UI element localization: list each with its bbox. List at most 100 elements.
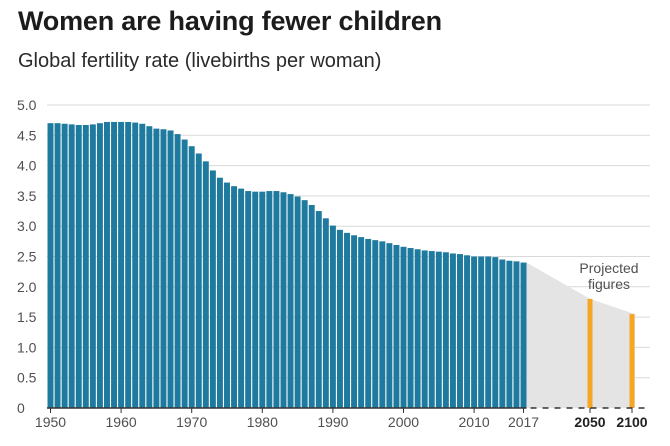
- y-tick-label: 1.5: [17, 309, 37, 325]
- historical-bar: [104, 121, 110, 408]
- historical-bar: [485, 256, 492, 408]
- historical-bar: [471, 256, 478, 408]
- historical-bar: [202, 161, 209, 408]
- historical-bar: [372, 240, 379, 408]
- historical-bar: [499, 259, 506, 408]
- projected-annotation-line: Projected: [579, 260, 638, 276]
- x-tick-label: 2000: [388, 414, 419, 430]
- chart-title: Women are having fewer children: [18, 6, 442, 36]
- historical-bar: [273, 191, 280, 408]
- x-tick-label: 1980: [247, 414, 278, 430]
- historical-bar: [421, 250, 428, 408]
- historical-bar: [181, 139, 188, 409]
- x-tick-label-projected: 2100: [616, 414, 647, 430]
- historical-bar: [188, 146, 195, 408]
- historical-bar: [68, 124, 75, 408]
- historical-bar: [358, 237, 365, 408]
- historical-bar: [160, 129, 167, 409]
- historical-bar: [96, 123, 103, 409]
- x-tick-label: 1970: [176, 414, 207, 430]
- historical-bar: [174, 134, 181, 408]
- projected-bars: [587, 298, 635, 408]
- historical-bars: [47, 121, 527, 409]
- historical-bar: [294, 196, 301, 408]
- historical-bar: [513, 261, 520, 408]
- historical-bar: [400, 246, 407, 408]
- historical-bar: [329, 225, 336, 408]
- y-tick-label: 3.5: [17, 188, 37, 204]
- historical-bar: [520, 262, 527, 408]
- historical-bar: [139, 123, 146, 408]
- historical-bar: [195, 153, 202, 408]
- y-tick-label: 5.0: [17, 97, 37, 113]
- historical-bar: [464, 255, 471, 408]
- y-tick-label: 4.0: [17, 158, 37, 174]
- historical-bar: [224, 182, 230, 408]
- historical-bar: [308, 204, 315, 408]
- historical-bar: [478, 256, 485, 408]
- historical-bar: [386, 243, 393, 408]
- historical-bar: [118, 121, 125, 408]
- historical-bar: [365, 238, 372, 408]
- y-tick-label: 1.0: [17, 339, 37, 355]
- x-tick-label: 1990: [317, 414, 348, 430]
- historical-bar: [344, 232, 350, 408]
- x-tick-label: 1960: [106, 414, 137, 430]
- historical-bar: [492, 257, 499, 408]
- y-tick-label: 4.5: [17, 127, 37, 143]
- historical-bar: [442, 252, 449, 408]
- historical-bar: [153, 128, 160, 408]
- historical-bar: [351, 235, 358, 408]
- historical-bar: [231, 186, 238, 408]
- projection-band: [526, 262, 635, 408]
- historical-bar: [245, 191, 252, 408]
- historical-bar: [287, 194, 294, 408]
- x-axis: [47, 407, 646, 413]
- x-tick-label: 2010: [459, 414, 490, 430]
- historical-bar: [266, 191, 273, 408]
- projected-bar: [587, 298, 593, 408]
- historical-bar: [280, 192, 287, 408]
- projected-annotation-line: figures: [588, 276, 630, 292]
- historical-bar: [132, 122, 139, 408]
- historical-bar: [47, 123, 54, 409]
- y-tick-label: 2.0: [17, 279, 37, 295]
- historical-bar: [414, 249, 421, 408]
- historical-bar: [167, 130, 174, 408]
- historical-bar: [216, 177, 223, 408]
- historical-bar: [393, 244, 400, 408]
- y-tick-label: 0.5: [17, 370, 37, 386]
- chart-subtitle: Global fertility rate (livebirths per wo…: [18, 50, 382, 72]
- historical-bar: [238, 188, 245, 408]
- historical-bar: [209, 170, 216, 408]
- projected-bar: [629, 314, 635, 408]
- x-tick-label: 1950: [35, 414, 66, 430]
- historical-bar: [315, 211, 322, 408]
- x-tick-label: 2017: [508, 414, 539, 430]
- historical-bar: [111, 121, 118, 408]
- y-tick-label: 2.5: [17, 249, 37, 265]
- historical-bar: [407, 248, 414, 408]
- historical-bar: [336, 229, 343, 408]
- historical-bar: [322, 218, 329, 408]
- historical-bar: [54, 123, 61, 409]
- historical-bar: [449, 253, 456, 408]
- y-tick-labels: 0 0.5 1.0 1.5 2.0 2.5 3.0 3.5 4.0 4.5 5.0: [17, 97, 37, 416]
- x-tick-labels: 1950 1960 1970 1980 1990 2000 2010 2017 2050 2100: [35, 414, 648, 430]
- y-tick-label: 0: [17, 400, 25, 416]
- historical-bar: [259, 191, 266, 408]
- y-tick-label: 3.0: [17, 218, 37, 234]
- historical-bar: [252, 191, 259, 408]
- historical-bar: [379, 241, 386, 408]
- x-tick-label-projected: 2050: [574, 414, 605, 430]
- historical-bar: [125, 121, 132, 408]
- historical-bar: [89, 124, 96, 408]
- historical-bar: [435, 251, 442, 408]
- historical-bar: [75, 124, 82, 409]
- historical-bar: [301, 200, 308, 408]
- historical-bar: [82, 124, 89, 409]
- historical-bar: [506, 260, 513, 408]
- historical-bar: [146, 126, 153, 409]
